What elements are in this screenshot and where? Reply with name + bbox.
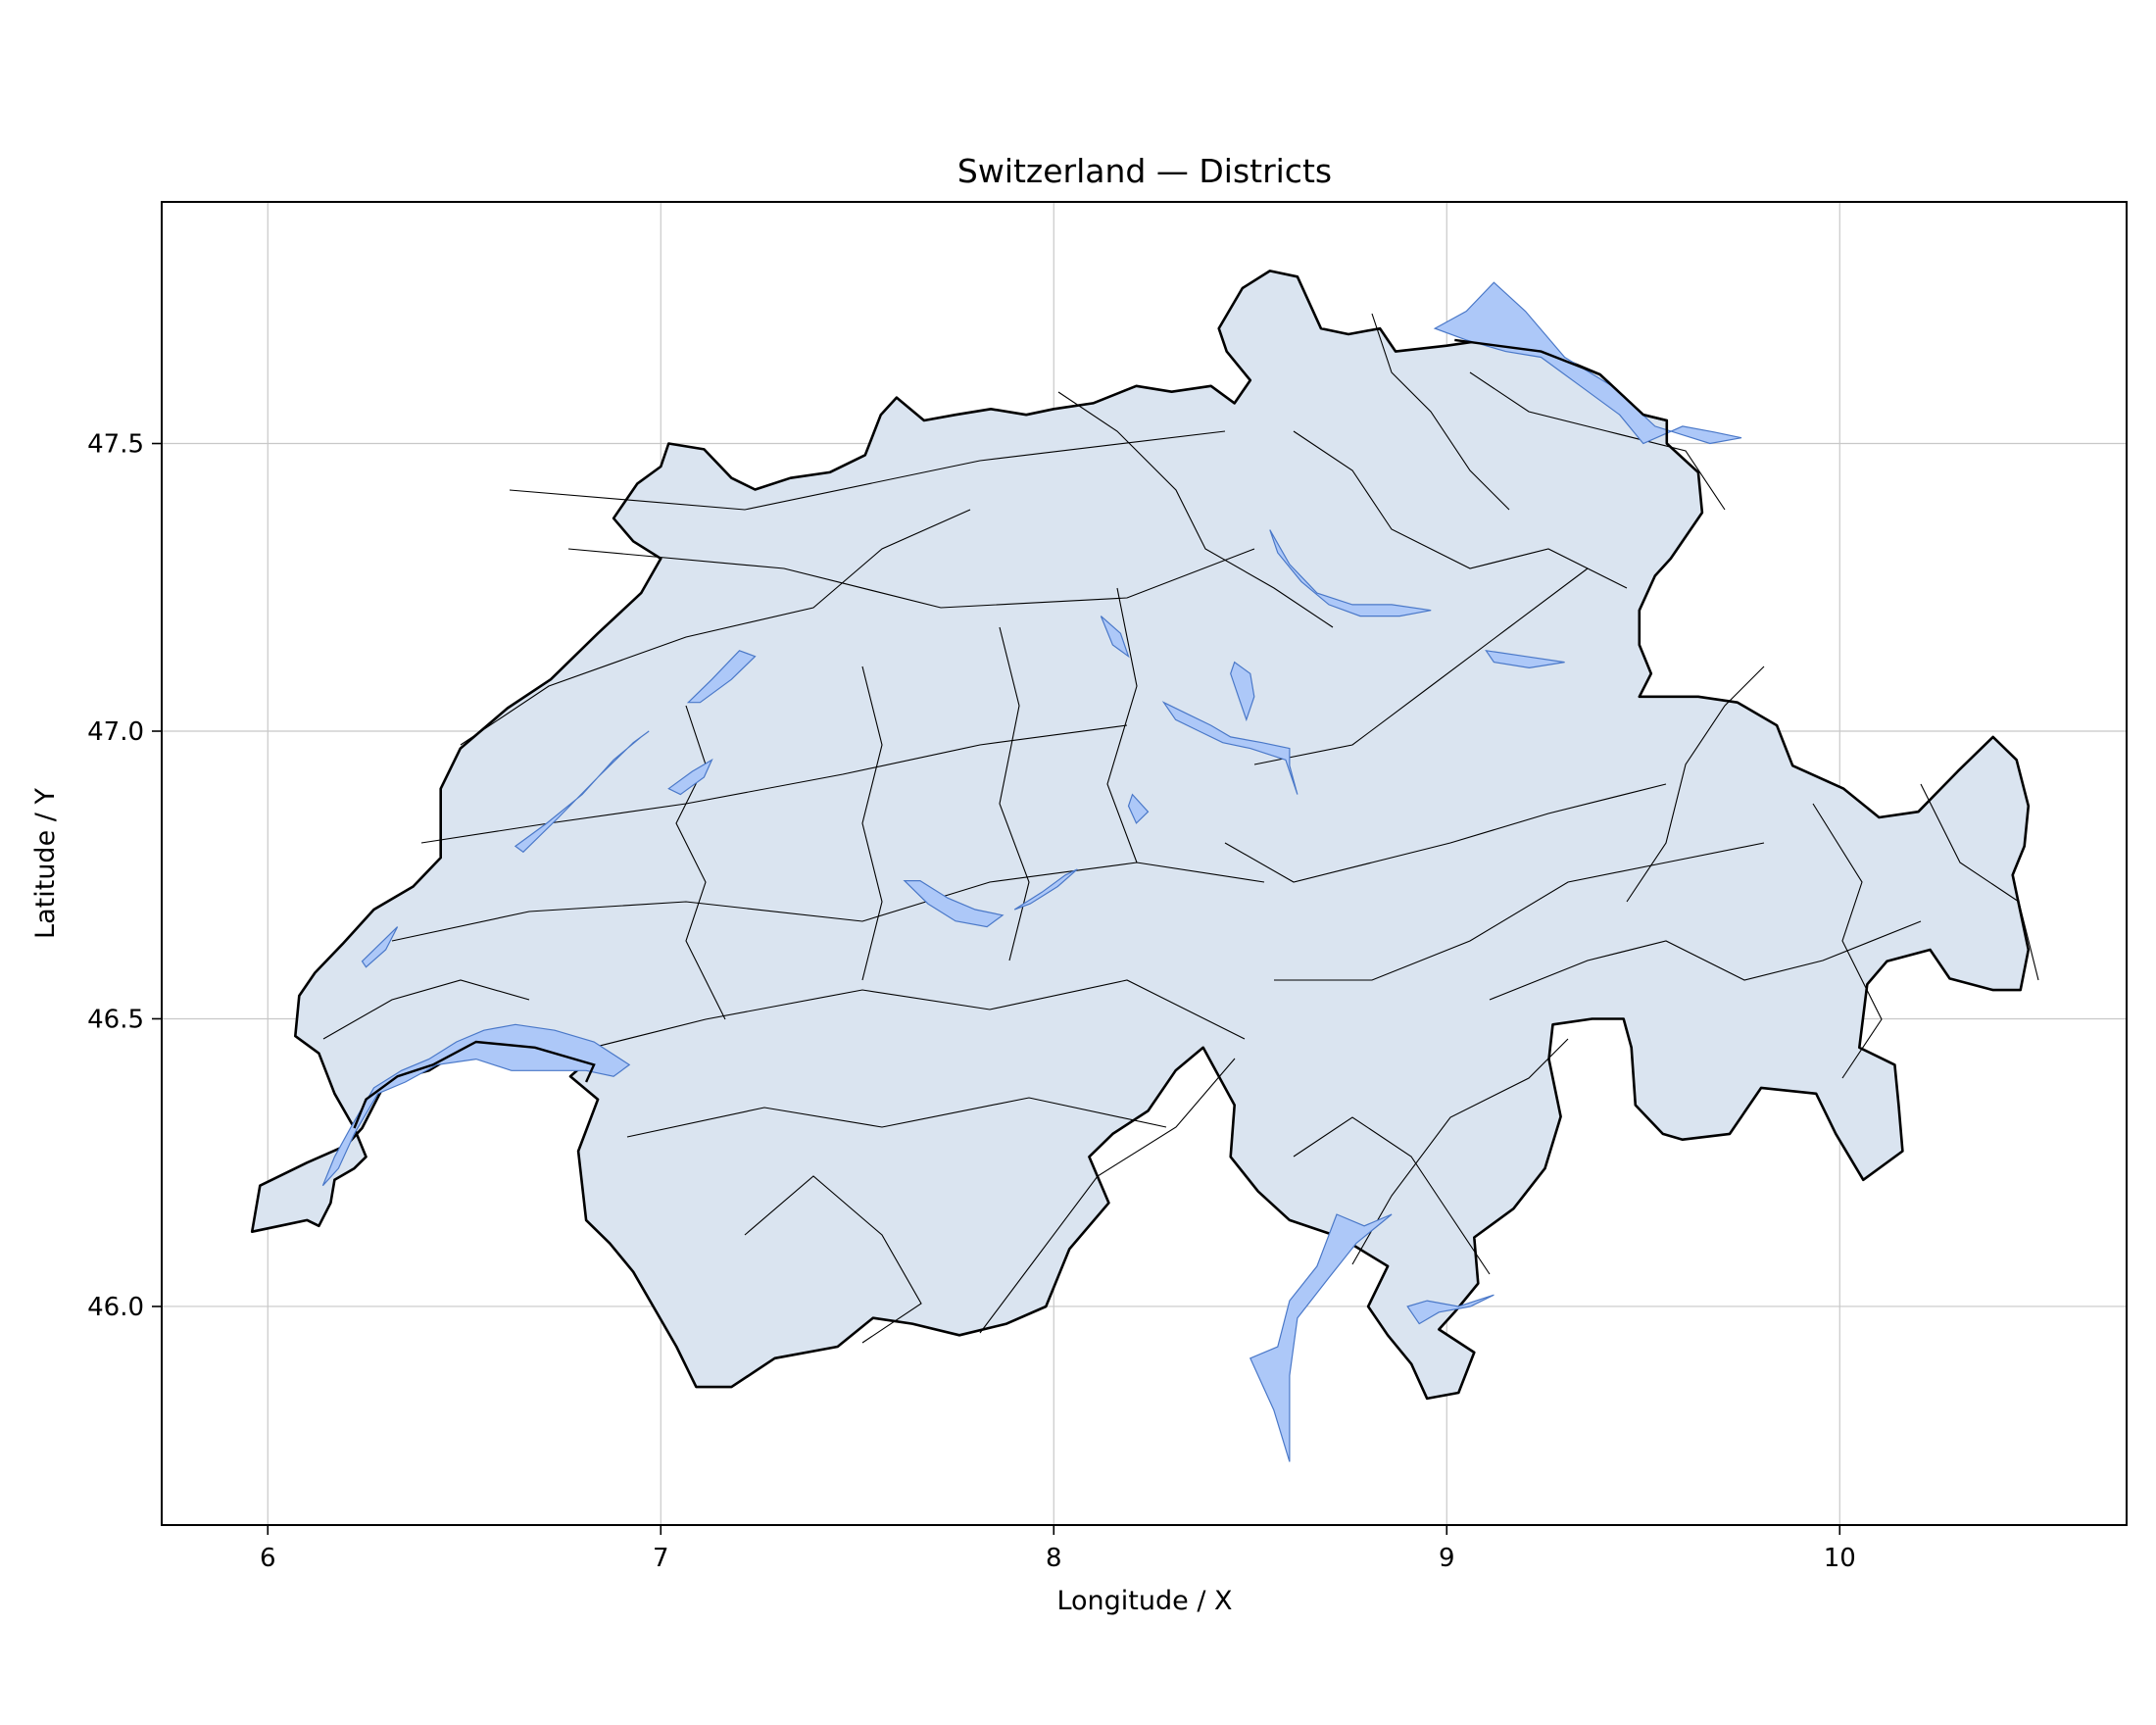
y-tick-label: 47.5 xyxy=(87,430,144,460)
district-boundary xyxy=(999,626,1030,961)
lake-geneva xyxy=(321,1023,631,1187)
lake-thun xyxy=(903,880,1004,928)
district-boundary xyxy=(979,1058,1236,1334)
constance-lake-border xyxy=(1454,338,1668,444)
lake-lugano xyxy=(1406,1294,1494,1325)
plot-frame xyxy=(161,201,2128,1526)
district-boundary xyxy=(1057,391,1334,628)
y-tick-label: 47.0 xyxy=(87,717,144,747)
x-tick-label: 6 xyxy=(260,1544,276,1573)
lake-zurich xyxy=(1269,529,1432,617)
district-boundary xyxy=(1371,313,1510,511)
district-boundary xyxy=(1812,803,1883,1079)
district-boundary xyxy=(509,430,1226,511)
district-boundary xyxy=(744,1175,922,1344)
district-boundary xyxy=(1293,430,1628,589)
district-boundary xyxy=(460,509,971,746)
map-area xyxy=(250,270,2039,1462)
district-boundary xyxy=(1351,1038,1569,1265)
x-tick-label: 7 xyxy=(653,1544,669,1573)
district-boundary xyxy=(1293,1116,1491,1275)
lake-maggiore xyxy=(1249,1213,1393,1462)
district-boundary xyxy=(1489,920,1922,1001)
district-boundary xyxy=(548,979,1246,1060)
district-boundary xyxy=(1224,783,1667,883)
lakes xyxy=(321,281,1742,1462)
district-boundary xyxy=(1106,587,1138,863)
x-axis-label: Longitude / X xyxy=(1056,1586,1232,1616)
district-boundary xyxy=(1920,783,2039,981)
y-axis-label: Latitude / Y xyxy=(30,788,61,939)
lake-sarnen xyxy=(1127,793,1150,824)
lake-joux xyxy=(361,926,399,968)
district-boundary xyxy=(1253,567,1589,765)
district-boundary xyxy=(420,724,1128,844)
district-boundaries xyxy=(322,313,2039,1344)
axis-ticks: 6 7 8 9 10 46.0 46.5 47.0 47.5 xyxy=(87,430,1856,1573)
lake-neuchatel xyxy=(514,730,650,854)
lake-lucerne xyxy=(1161,701,1298,795)
district-boundary xyxy=(1469,371,1726,511)
district-boundary xyxy=(1626,665,1765,903)
lake-borders xyxy=(353,338,1668,1129)
district-boundary xyxy=(1274,842,1765,981)
y-tick-label: 46.5 xyxy=(87,1005,144,1034)
district-boundary xyxy=(322,979,530,1040)
district-boundary xyxy=(861,665,883,981)
district-boundary xyxy=(626,1097,1167,1138)
geneva-lake-border xyxy=(353,1040,596,1129)
lake-zug xyxy=(1230,661,1255,722)
chart-title: Switzerland — Districts xyxy=(957,152,1332,190)
country-outline xyxy=(250,270,2031,1401)
x-tick-label: 10 xyxy=(1824,1544,1856,1573)
lake-brienz xyxy=(1013,868,1078,911)
lake-constance xyxy=(1433,281,1742,445)
lake-walen xyxy=(1485,650,1565,669)
district-boundary xyxy=(567,548,1255,609)
x-tick-label: 8 xyxy=(1046,1544,1062,1573)
lake-murten xyxy=(667,758,713,796)
y-tick-label: 46.0 xyxy=(87,1293,144,1322)
lake-sempach xyxy=(1100,616,1130,659)
lake-biel xyxy=(686,650,757,704)
district-boundary xyxy=(675,705,726,1020)
x-tick-label: 9 xyxy=(1439,1544,1455,1573)
